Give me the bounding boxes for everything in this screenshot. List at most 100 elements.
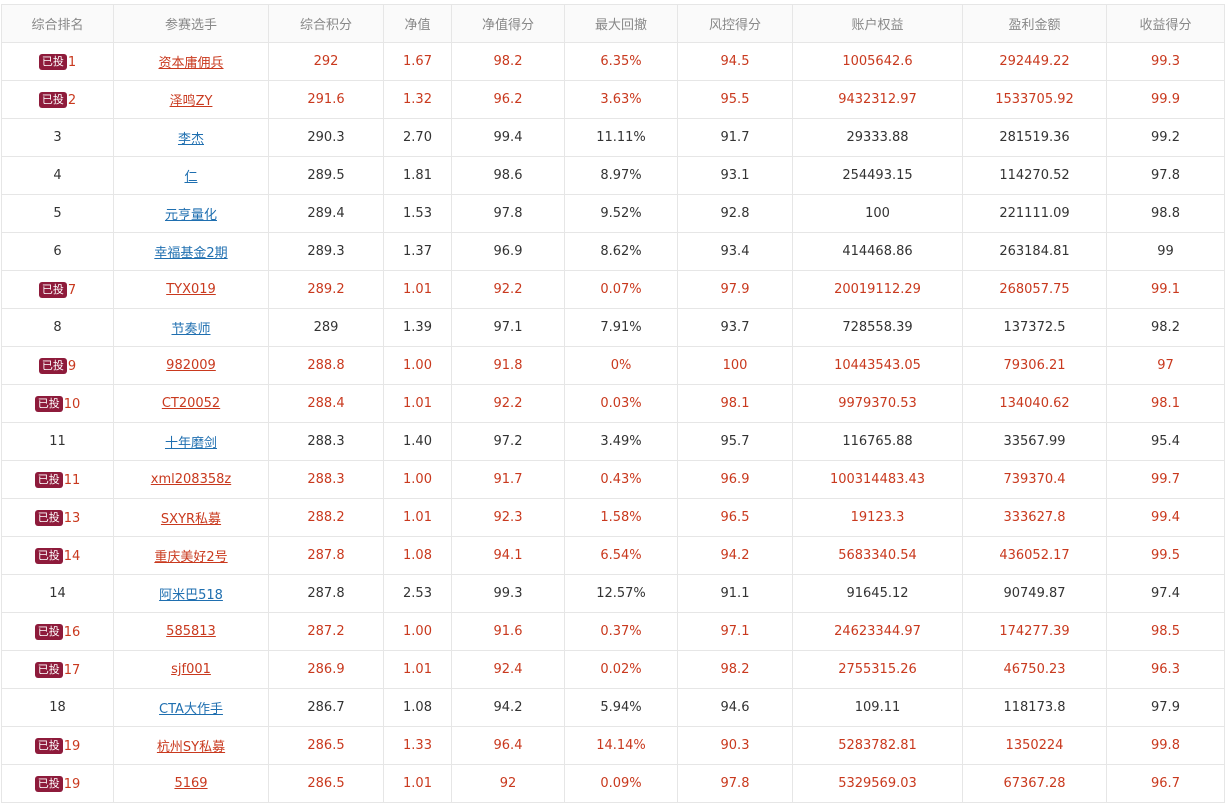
rank-value: 19 <box>63 738 81 754</box>
equity-cell: 5283782.81 <box>792 726 963 765</box>
return-score-cell: 97.4 <box>1106 574 1225 613</box>
max-drawdown-cell: 11.11% <box>564 118 678 157</box>
nav-cell: 1.01 <box>383 650 452 689</box>
nav-score-cell: 91.8 <box>451 346 565 385</box>
nav-score-cell: 92.4 <box>451 650 565 689</box>
nav-cell: 1.40 <box>383 422 452 461</box>
nav-cell: 1.01 <box>383 384 452 423</box>
total-score-cell: 289.3 <box>268 232 384 271</box>
return-score-cell: 96.7 <box>1106 764 1225 803</box>
return-score-cell: 95.4 <box>1106 422 1225 461</box>
total-score-cell: 289.2 <box>268 270 384 309</box>
invested-badge: 已投 <box>38 91 67 108</box>
invested-badge: 已投 <box>38 53 67 70</box>
player-name-link[interactable]: 杭州SY私募 <box>156 740 226 755</box>
risk-score-cell: 100 <box>677 346 793 385</box>
nav-cell: 1.08 <box>383 688 452 727</box>
player-name-link[interactable]: xml208358z <box>150 472 232 487</box>
rank-value: 2 <box>67 92 77 108</box>
risk-score-cell: 97.8 <box>677 764 793 803</box>
ranking-table: 综合排名 参赛选手 综合积分 净值 净值得分 最大回撤 风控得分 账户权益 盈利… <box>1 4 1225 803</box>
player-name-link[interactable]: 阿米巴518 <box>159 588 223 603</box>
rank-cell: 已投 19 <box>1 726 114 765</box>
max-drawdown-cell: 0.09% <box>564 764 678 803</box>
risk-score-cell: 94.5 <box>677 42 793 81</box>
invested-badge: 已投 <box>34 661 63 678</box>
table-row: 已投 7 TYX019 289.2 1.01 92.2 0.07% 97.9 20019112.… <box>1 270 1225 309</box>
rank-cell: 已投 17 <box>1 650 114 689</box>
rank-cell: 已投 19 <box>1 764 114 803</box>
profit-cell: 137372.5 <box>962 308 1107 347</box>
profit-cell: 33567.99 <box>962 422 1107 461</box>
max-drawdown-cell: 0.07% <box>564 270 678 309</box>
invested-badge: 已投 <box>34 737 63 754</box>
equity-cell: 100314483.43 <box>792 460 963 499</box>
return-score-cell: 99.2 <box>1106 118 1225 157</box>
table-row: 5 元亨量化 289.4 1.53 97.8 9.52% 92.8 100 221111.09 9… <box>1 194 1225 233</box>
nav-cell: 2.53 <box>383 574 452 613</box>
player-name-link[interactable]: 李杰 <box>177 132 204 147</box>
nav-cell: 2.70 <box>383 118 452 157</box>
nav-score-cell: 91.6 <box>451 612 565 651</box>
max-drawdown-cell: 0.03% <box>564 384 678 423</box>
rank-value: 4 <box>53 168 62 183</box>
max-drawdown-cell: 5.94% <box>564 688 678 727</box>
nav-score-cell: 99.4 <box>451 118 565 157</box>
player-name-link[interactable]: 982009 <box>166 358 216 373</box>
max-drawdown-cell: 3.63% <box>564 80 678 119</box>
rank-cell: 已投 1 <box>1 42 114 81</box>
player-name-link[interactable]: CT20052 <box>161 396 221 411</box>
player-name-link[interactable]: 资本庸佣兵 <box>158 56 224 71</box>
player-cell: 杭州SY私募 <box>113 726 269 765</box>
player-name-link[interactable]: 585813 <box>166 624 216 639</box>
nav-score-cell: 97.8 <box>451 194 565 233</box>
return-score-cell: 98.1 <box>1106 384 1225 423</box>
table-row: 已投 9 982009 288.8 1.00 91.8 0% 100 10443543.05 79… <box>1 346 1225 385</box>
profit-cell: 79306.21 <box>962 346 1107 385</box>
rank-cell: 已投 14 <box>1 536 114 575</box>
rank-value: 6 <box>53 244 62 259</box>
table-row: 6 幸福基金2期 289.3 1.37 96.9 8.62% 93.4 414468.86 26… <box>1 232 1225 271</box>
total-score-cell: 288.3 <box>268 422 384 461</box>
player-name-link[interactable]: 重庆美好2号 <box>154 550 228 565</box>
total-score-cell: 290.3 <box>268 118 384 157</box>
player-name-link[interactable]: 节奏师 <box>171 322 211 337</box>
total-score-cell: 292 <box>268 42 384 81</box>
header-max-drawdown: 最大回撤 <box>564 4 678 43</box>
rank-cell: 已投 9 <box>1 346 114 385</box>
equity-cell: 24623344.97 <box>792 612 963 651</box>
table-row: 已投 10 CT20052 288.4 1.01 92.2 0.03% 98.1 9979370… <box>1 384 1225 423</box>
player-name-link[interactable]: 泽鸣ZY <box>169 94 213 109</box>
equity-cell: 5329569.03 <box>792 764 963 803</box>
player-name-link[interactable]: SXYR私募 <box>160 512 222 527</box>
return-score-cell: 99.7 <box>1106 460 1225 499</box>
player-cell: 幸福基金2期 <box>113 232 269 271</box>
player-name-link[interactable]: 5169 <box>174 776 208 791</box>
nav-score-cell: 96.2 <box>451 80 565 119</box>
total-score-cell: 286.7 <box>268 688 384 727</box>
rank-value: 17 <box>63 662 81 678</box>
rank-value: 7 <box>67 282 77 298</box>
rank-cell: 已投 16 <box>1 612 114 651</box>
equity-cell: 5683340.54 <box>792 536 963 575</box>
player-cell: 李杰 <box>113 118 269 157</box>
rank-cell: 已投 13 <box>1 498 114 537</box>
player-name-link[interactable]: CTA大作手 <box>159 702 223 717</box>
player-name-link[interactable]: 幸福基金2期 <box>154 246 228 261</box>
equity-cell: 20019112.29 <box>792 270 963 309</box>
player-name-link[interactable]: sjf001 <box>171 662 211 677</box>
player-cell: 节奏师 <box>113 308 269 347</box>
return-score-cell: 97.8 <box>1106 156 1225 195</box>
invested-badge: 已投 <box>38 281 67 298</box>
player-name-link[interactable]: 十年磨剑 <box>164 436 217 451</box>
player-name-link[interactable]: 元亨量化 <box>164 208 217 223</box>
nav-cell: 1.08 <box>383 536 452 575</box>
player-name-link[interactable]: 仁 <box>184 170 198 185</box>
table-row: 已投 2 泽鸣ZY 291.6 1.32 96.2 3.63% 95.5 9432312.97 1… <box>1 80 1225 119</box>
max-drawdown-cell: 1.58% <box>564 498 678 537</box>
equity-cell: 100 <box>792 194 963 233</box>
return-score-cell: 98.2 <box>1106 308 1225 347</box>
profit-cell: 46750.23 <box>962 650 1107 689</box>
player-name-link[interactable]: TYX019 <box>166 282 216 297</box>
table-body: 已投 1 资本庸佣兵 292 1.67 98.2 6.35% 94.5 1005642.6 292… <box>1 42 1225 803</box>
